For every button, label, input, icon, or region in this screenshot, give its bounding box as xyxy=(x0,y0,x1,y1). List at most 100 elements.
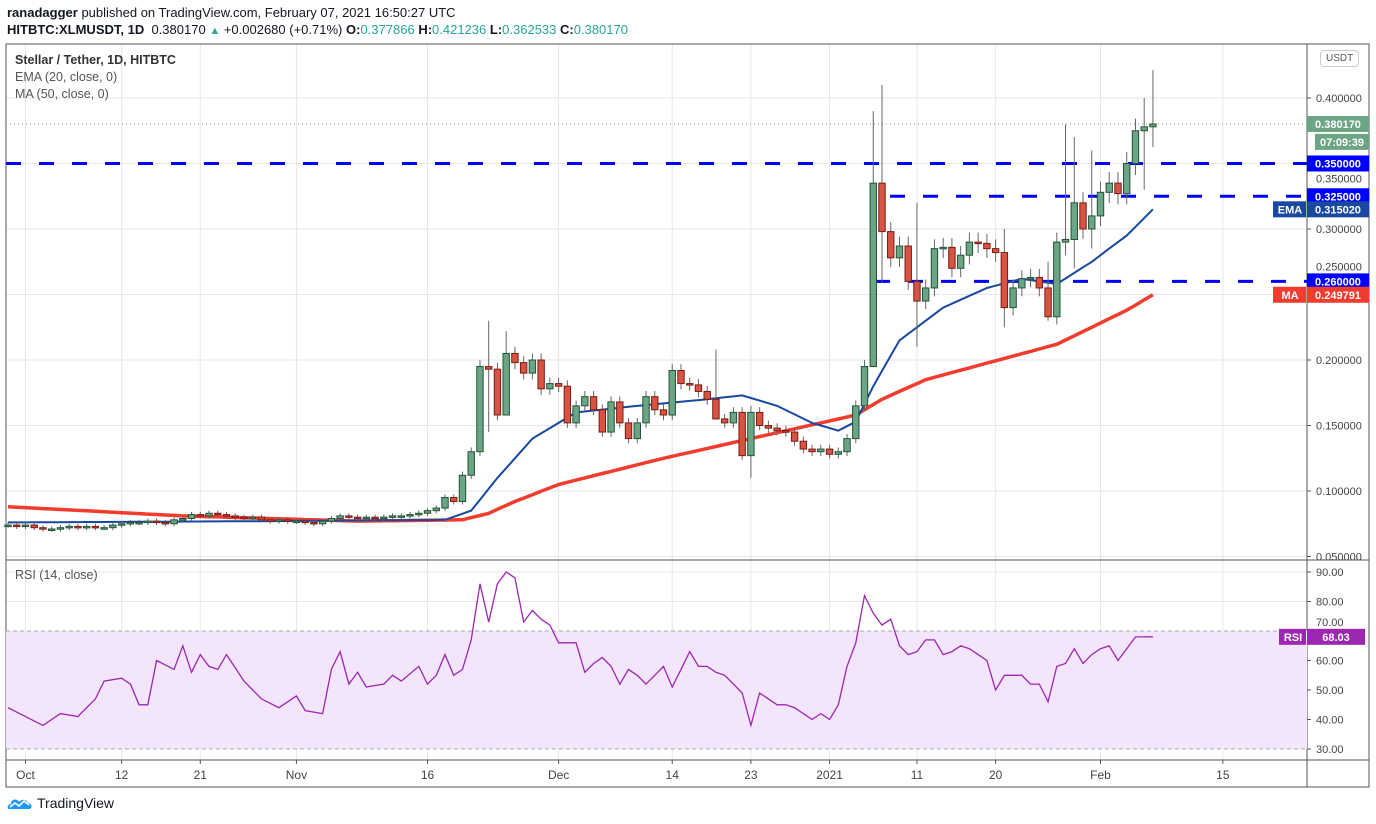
candle-body-down xyxy=(74,525,82,529)
candle-body-down xyxy=(283,519,292,522)
y-tick-label: 0.400000 xyxy=(1316,93,1362,105)
candle xyxy=(266,517,274,524)
candle-body-down xyxy=(677,369,685,385)
legend-ma[interactable]: MA (50, close, 0) xyxy=(15,87,109,101)
publish-info: ranadagger published on TradingView.com,… xyxy=(7,5,456,20)
candle-body-down xyxy=(616,401,624,424)
candle-body-down xyxy=(598,409,607,433)
candle xyxy=(860,360,869,412)
candle-body-down xyxy=(948,246,956,269)
candle xyxy=(249,514,257,522)
candle xyxy=(476,360,484,456)
candle-body-down xyxy=(485,366,493,370)
candle xyxy=(729,407,738,428)
candle-body-down xyxy=(887,231,895,259)
x-tick-label: 16 xyxy=(421,768,435,782)
candle xyxy=(1114,172,1122,205)
candle xyxy=(1070,137,1078,269)
candle xyxy=(1035,268,1044,297)
candle-body-down xyxy=(808,448,816,453)
candle xyxy=(170,517,178,527)
low-value: 0.362533 xyxy=(502,22,557,37)
candle-body-down xyxy=(712,398,720,420)
candle-body-up xyxy=(170,519,178,525)
candle xyxy=(485,320,493,433)
candle xyxy=(511,346,519,370)
candle xyxy=(519,356,528,380)
candle-body-down xyxy=(240,516,248,520)
candle-body-down xyxy=(694,384,703,392)
y-tick-label: 0.100000 xyxy=(1316,486,1362,498)
candle xyxy=(179,515,187,523)
candle xyxy=(56,525,65,532)
candle-body-down xyxy=(519,362,528,374)
candle xyxy=(109,522,117,531)
candle-body-up xyxy=(65,525,73,529)
candle xyxy=(1026,268,1035,288)
candle xyxy=(161,519,170,527)
candle xyxy=(546,377,554,395)
legend-rsi[interactable]: RSI (14, close) xyxy=(15,568,98,582)
candle-body-down xyxy=(1114,182,1122,195)
candle xyxy=(948,237,956,278)
low-label: L: xyxy=(489,22,503,37)
candle-body-up xyxy=(572,405,580,424)
candle xyxy=(1018,270,1026,297)
x-tick-label: Nov xyxy=(286,768,307,782)
candle xyxy=(904,236,912,290)
candle-body-down xyxy=(1044,287,1052,318)
ema20-line xyxy=(8,208,1154,524)
candle-body-up xyxy=(100,527,108,530)
candle-body-down xyxy=(974,241,982,245)
published-text: published on TradingView.com, February 0… xyxy=(81,5,456,20)
chart-frame xyxy=(5,43,1370,788)
candle-body-up xyxy=(4,524,12,528)
ma50-line xyxy=(7,293,1154,523)
candle xyxy=(607,396,615,437)
candle xyxy=(450,494,458,505)
candle-body-up xyxy=(21,524,30,528)
candle xyxy=(974,232,982,253)
candle xyxy=(30,522,38,531)
candle-body-up xyxy=(109,524,117,529)
indicator-tag: MA xyxy=(1281,290,1298,302)
candle xyxy=(152,518,161,526)
close-value: 0.380170 xyxy=(573,22,628,37)
candle xyxy=(677,364,685,390)
candle xyxy=(432,505,440,514)
candle-body-up xyxy=(956,254,965,269)
candle-body-up xyxy=(843,438,851,453)
candle xyxy=(668,364,676,421)
candle xyxy=(598,404,607,437)
candle xyxy=(563,380,572,428)
candle xyxy=(345,513,353,520)
price-label: 0.260000 xyxy=(1315,276,1361,288)
candle xyxy=(773,423,781,436)
rsi-tick-label: 50.00 xyxy=(1316,685,1344,697)
tradingview-logo[interactable]: TradingView xyxy=(7,795,114,811)
x-tick-label: 15 xyxy=(1216,768,1230,782)
candle xyxy=(1000,229,1009,328)
price-label: 0.325000 xyxy=(1315,191,1361,203)
legend-ema[interactable]: EMA (20, close, 0) xyxy=(15,70,118,84)
rsi-value-bg xyxy=(1307,628,1365,645)
rsi-tick-label: 90.00 xyxy=(1316,567,1344,579)
candle xyxy=(686,377,694,391)
candle-body-up xyxy=(56,527,65,530)
candle xyxy=(930,239,939,297)
price-change: +0.002680 (+0.71%) xyxy=(223,22,343,37)
candle-body-down xyxy=(554,383,563,387)
candle xyxy=(74,523,82,531)
x-tick-label: 11 xyxy=(911,768,924,782)
currency-button[interactable]: USDT xyxy=(1320,50,1360,67)
candle-body-down xyxy=(790,431,799,442)
candle xyxy=(834,447,842,459)
x-tick-label: 21 xyxy=(194,768,208,782)
candle xyxy=(939,237,947,258)
candle xyxy=(135,519,143,526)
candle-body-down xyxy=(825,448,834,455)
price-label: 07:09:39 xyxy=(1320,137,1364,149)
candle-body-down xyxy=(913,280,921,302)
candle xyxy=(799,436,808,454)
